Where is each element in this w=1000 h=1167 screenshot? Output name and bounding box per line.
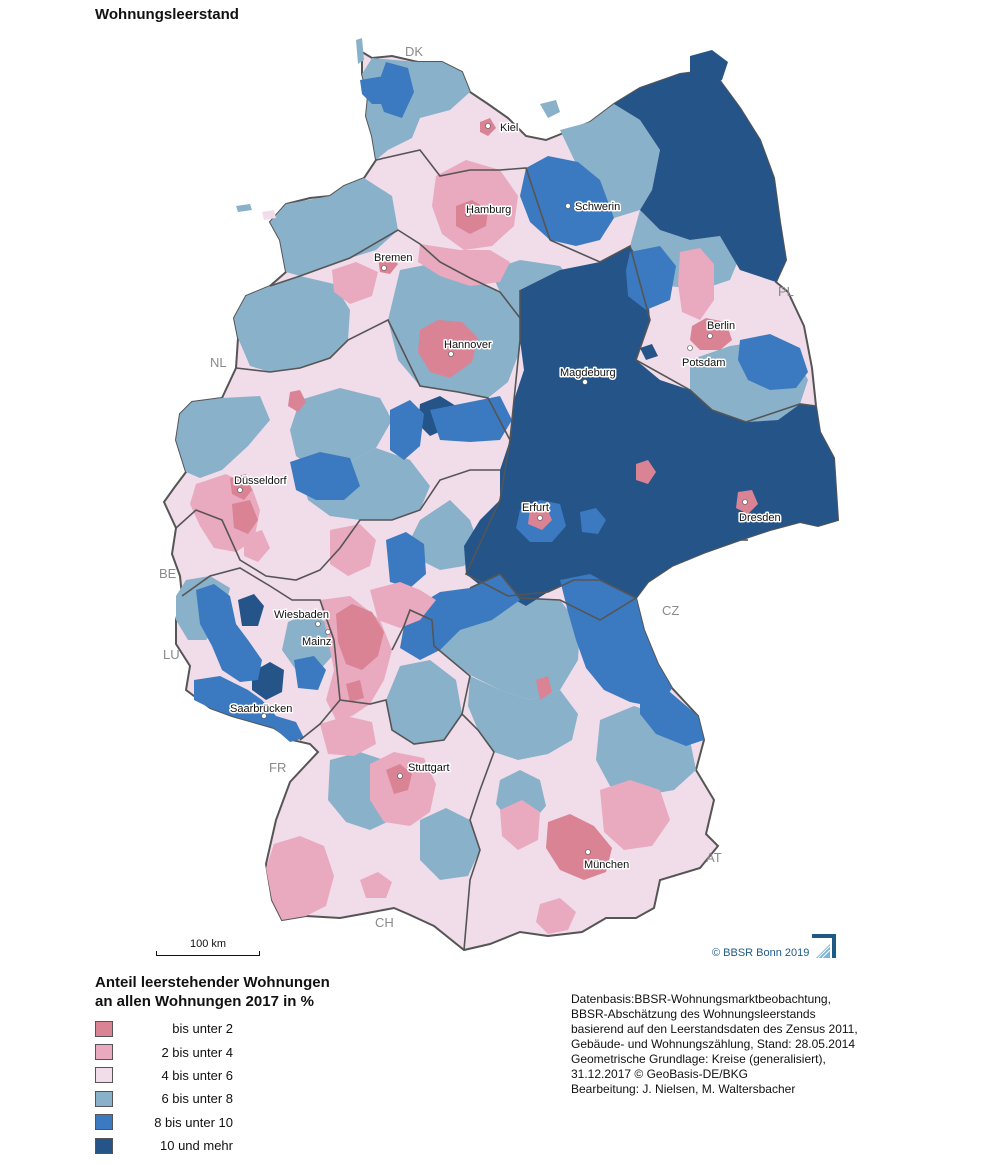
source-line: Gebäude- und Wohnungszählung, Stand: 28.… (571, 1037, 856, 1051)
country-label-at: AT (706, 850, 722, 865)
city-label-magdeburg: Magdeburg (560, 367, 616, 379)
legend-swatch (95, 1067, 113, 1084)
city-label-saarbruecken: Saarbrücken (230, 703, 292, 715)
city-label-muenchen: München (584, 859, 629, 871)
country-label-nl: NL (210, 355, 227, 370)
source-notes: Datenbasis:BBSR-Wohnungsmarktbeobachtung… (571, 992, 911, 1097)
city-marker (742, 499, 748, 505)
city-marker (237, 487, 243, 493)
class-8-10-regions (194, 62, 808, 746)
legend-items: bis unter 2 2 bis unter 4 4 bis unter 6 … (95, 1017, 355, 1157)
city-marker (325, 629, 331, 635)
state-borders (175, 149, 817, 951)
copyright-credit: © BBSR Bonn 2019 (712, 947, 810, 959)
city-marker (565, 203, 571, 209)
scale-bar: 100 km (156, 938, 260, 956)
legend-item: 4 bis unter 6 (95, 1064, 355, 1087)
legend-item: 6 bis unter 8 (95, 1087, 355, 1110)
city-marker (381, 265, 387, 271)
legend-title: Anteil leerstehender Wohnungen an allen … (95, 973, 355, 1011)
city-labels: Kiel Hamburg Schwerin Bremen Hannover Be… (229, 121, 783, 873)
city-marker (397, 773, 403, 779)
legend-label: 4 bis unter 6 (161, 1067, 233, 1083)
scale-label: 100 km (189, 938, 227, 950)
city-marker (687, 345, 693, 351)
source-line: 31.12.2017 © GeoBasis-DE/BKG (571, 1067, 748, 1081)
city-label-hamburg: Hamburg (466, 204, 511, 216)
city-label-hannover: Hannover (444, 339, 492, 351)
source-line: basierend auf den Leerstandsdaten des Ze… (571, 1022, 858, 1036)
legend-item: 10 und mehr (95, 1134, 355, 1157)
north-sea-islands (236, 38, 728, 220)
city-label-schwerin: Schwerin (575, 201, 620, 213)
legend-swatch (95, 1044, 113, 1061)
country-label-dk: DK (405, 44, 423, 59)
source-line: Bearbeitung: J. Nielsen, M. Waltersbache… (571, 1082, 796, 1096)
city-label-kiel: Kiel (500, 122, 518, 134)
country-label-cz: CZ (662, 603, 679, 618)
legend: Anteil leerstehender Wohnungen an allen … (95, 973, 355, 1157)
class-under-2-regions (230, 118, 758, 880)
legend-label: 8 bis unter 10 (154, 1114, 233, 1130)
bbsr-logo (812, 934, 836, 958)
country-labels: DK NL PL BE LU CZ FR AT CH (159, 44, 794, 930)
legend-label: 6 bis unter 8 (161, 1091, 233, 1107)
city-label-mainz: Mainz (302, 636, 331, 648)
class-6-8-regions (176, 58, 808, 880)
source-line: Geometrische Grundlage: Kreise (generali… (571, 1052, 826, 1066)
city-marker (582, 379, 588, 385)
city-label-erfurt: Erfurt (522, 502, 549, 514)
legend-swatch (95, 1114, 113, 1131)
legend-title-line2: an allen Wohnungen 2017 in % (95, 993, 314, 1010)
legend-swatch (95, 1020, 113, 1037)
city-markers (237, 123, 748, 855)
legend-item: bis unter 2 (95, 1017, 355, 1040)
germany-vacancy-map: Kiel Hamburg Schwerin Bremen Hannover Be… (159, 38, 840, 952)
city-marker (707, 333, 713, 339)
legend-swatch (95, 1090, 113, 1107)
legend-label: bis unter 2 (172, 1021, 233, 1037)
city-label-bremen: Bremen (374, 252, 413, 264)
city-label-dresden: Dresden (739, 512, 781, 524)
city-marker (537, 515, 543, 521)
city-marker (261, 713, 267, 719)
city-marker (448, 351, 454, 357)
source-line: Datenbasis:BBSR-Wohnungsmarktbeobachtung… (571, 992, 831, 1006)
legend-label: 10 und mehr (160, 1138, 233, 1154)
city-label-berlin: Berlin (707, 320, 735, 332)
country-label-pl: PL (778, 284, 794, 299)
city-marker (585, 849, 591, 855)
map-title: Wohnungsleerstand (95, 6, 239, 23)
legend-label: 2 bis unter 4 (161, 1044, 233, 1060)
scale-bar-line (156, 951, 260, 956)
country-label-lu: LU (163, 647, 180, 662)
country-label-fr: FR (269, 760, 286, 775)
legend-title-line1: Anteil leerstehender Wohnungen (95, 974, 330, 991)
legend-item: 2 bis unter 4 (95, 1040, 355, 1063)
city-label-potsdam: Potsdam (682, 357, 725, 369)
country-label-ch: CH (375, 915, 394, 930)
legend-item: 8 bis unter 10 (95, 1111, 355, 1134)
city-label-wiesbaden: Wiesbaden (274, 609, 329, 621)
city-label-stuttgart: Stuttgart (408, 762, 450, 774)
city-marker (485, 123, 491, 129)
city-marker (465, 211, 471, 217)
city-label-duesseldorf: Düsseldorf (234, 475, 288, 487)
city-marker (315, 621, 321, 627)
source-line: BBSR-Abschätzung des Wohnungsleerstands (571, 1007, 816, 1021)
country-label-be: BE (159, 566, 177, 581)
legend-swatch (95, 1137, 113, 1154)
